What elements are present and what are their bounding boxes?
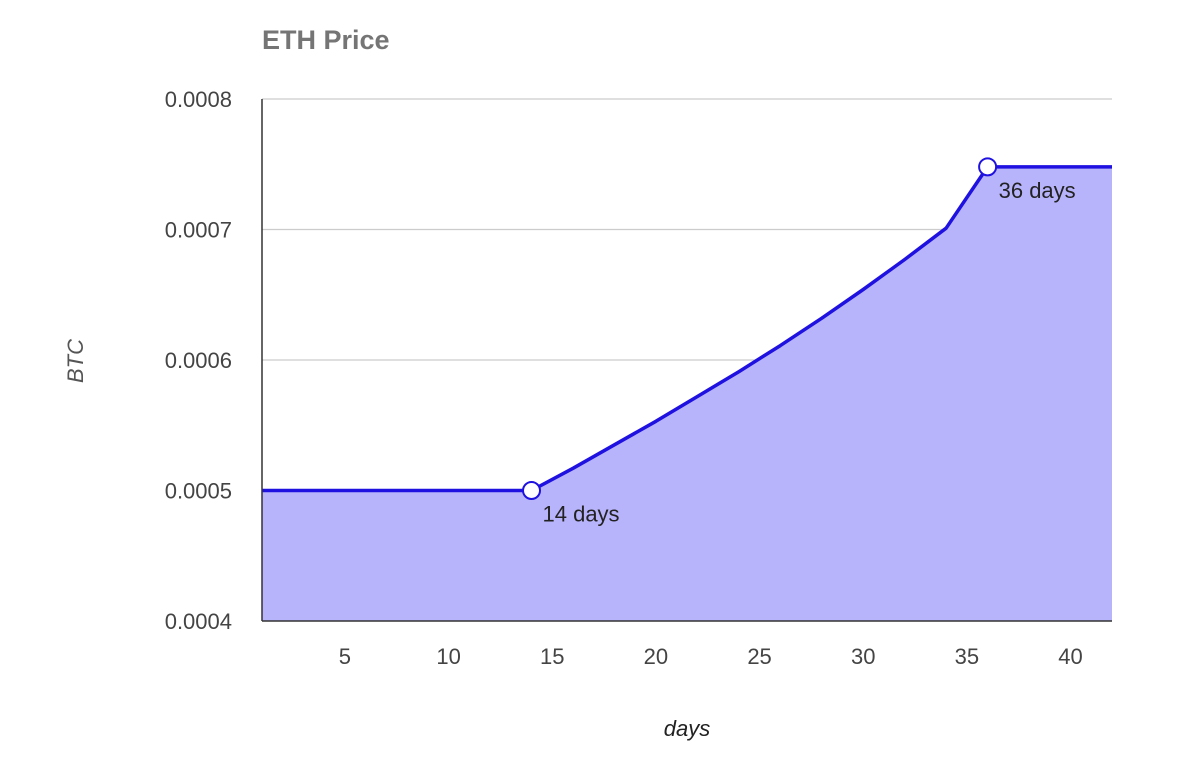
y-axis-title: BTC (63, 339, 88, 383)
x-tick-label: 10 (436, 644, 460, 669)
x-axis-ticks: 5 10 15 20 25 30 35 40 (339, 644, 1083, 669)
y-axis-ticks: 0.0004 0.0005 0.0006 0.0007 0.0008 (165, 87, 232, 634)
x-tick-label: 15 (540, 644, 564, 669)
axes (261, 99, 1112, 622)
annotation-label: 14 days (543, 502, 620, 527)
x-tick-label: 5 (339, 644, 351, 669)
x-tick-label: 35 (955, 644, 979, 669)
annotation-label: 36 days (999, 178, 1076, 203)
annotations: 14 days 36 days (522, 157, 1076, 527)
y-tick-label: 0.0008 (165, 87, 232, 112)
area-series (262, 165, 1112, 621)
x-tick-label: 40 (1058, 644, 1082, 669)
x-tick-label: 30 (851, 644, 875, 669)
chart-title: ETH Price (262, 25, 390, 55)
x-tick-label: 20 (644, 644, 668, 669)
annotation-point (978, 157, 998, 177)
area-fill (262, 166, 1112, 621)
y-tick-label: 0.0004 (165, 609, 232, 634)
x-tick-label: 25 (747, 644, 771, 669)
y-tick-label: 0.0007 (165, 218, 232, 243)
annotation-point (522, 481, 542, 500)
y-tick-label: 0.0005 (165, 479, 232, 504)
x-axis-title: days (664, 716, 710, 741)
y-tick-label: 0.0006 (165, 348, 232, 373)
